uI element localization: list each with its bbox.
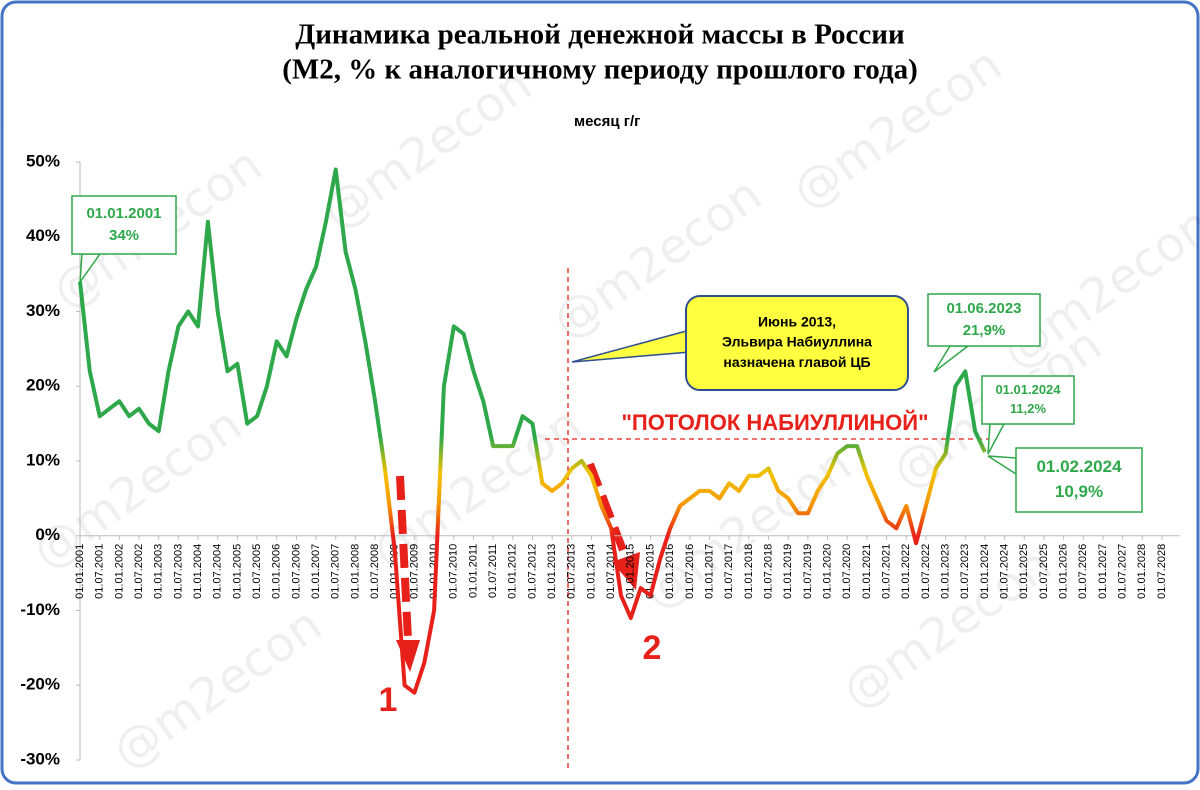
x-tick-label: 01.07.2028 bbox=[1156, 544, 1168, 599]
x-tick-label: 01.01.2002 bbox=[113, 544, 125, 599]
x-tick-label: 01.01.2026 bbox=[1058, 544, 1070, 599]
x-tick-label: 01.01.2019 bbox=[782, 544, 794, 599]
x-tick-label: 01.01.2017 bbox=[703, 544, 715, 599]
callout-box bbox=[981, 375, 1075, 425]
annotation-text: "ПОТОЛОК НАБИУЛЛИНОЙ" bbox=[621, 410, 928, 435]
x-tick-label: 01.07.2027 bbox=[1117, 544, 1129, 599]
annotation-text: 01.01.2024 bbox=[995, 382, 1061, 397]
arrow bbox=[396, 475, 412, 641]
y-tick-label: -10% bbox=[20, 600, 60, 619]
legend-label: месяц г/г bbox=[574, 113, 640, 130]
chart-title: (М2, % к аналогичному периоду прошлого г… bbox=[282, 54, 918, 86]
x-tick-label: 01.01.2024 bbox=[979, 544, 991, 599]
annotation-text: 11,2% bbox=[1010, 401, 1047, 416]
callout-box bbox=[927, 293, 1041, 347]
x-tick-label: 01.07.2007 bbox=[330, 544, 342, 599]
data-line bbox=[78, 167, 987, 695]
x-tick-label: 01.07.2024 bbox=[999, 544, 1011, 599]
x-tick-label: 01.07.2008 bbox=[369, 544, 381, 599]
x-tick-label: 01.07.2011 bbox=[487, 544, 499, 598]
x-tick-label: 01.01.2015 bbox=[625, 544, 637, 599]
x-tick-label: 01.01.2003 bbox=[153, 544, 165, 599]
x-tick-label: 01.07.2003 bbox=[172, 544, 184, 599]
annotation-text: назначена главой ЦБ bbox=[723, 354, 870, 370]
x-tick-label: 01.07.2005 bbox=[251, 544, 263, 599]
x-tick-label: 01.07.2004 bbox=[212, 544, 224, 599]
annotation-text: 01.02.2024 bbox=[1036, 457, 1122, 476]
x-tick-label: 01.01.2027 bbox=[1097, 544, 1109, 599]
x-tick-label: 01.01.2014 bbox=[585, 544, 597, 599]
x-tick-label: 01.07.2017 bbox=[723, 544, 735, 599]
x-tick-label: 01.01.2016 bbox=[664, 544, 676, 599]
annotation-text: 21,9% bbox=[963, 322, 1006, 339]
x-tick-label: 01.01.2023 bbox=[940, 544, 952, 599]
x-tick-label: 01.01.2001 bbox=[74, 544, 86, 599]
x-tick-label: 01.07.2002 bbox=[133, 544, 145, 599]
x-tick-label: 01.01.2012 bbox=[507, 544, 519, 599]
x-tick-label: 01.07.2013 bbox=[566, 544, 578, 599]
x-tick-label: 01.01.2018 bbox=[743, 544, 755, 599]
arrow bbox=[586, 462, 630, 560]
y-tick-label: -30% bbox=[20, 749, 60, 768]
x-tick-label: 01.01.2011 bbox=[467, 544, 479, 598]
x-tick-label: 01.07.2006 bbox=[290, 544, 302, 599]
callout-box bbox=[71, 195, 177, 255]
x-tick-label: 01.07.2016 bbox=[684, 544, 696, 599]
x-tick-label: 01.01.2006 bbox=[271, 544, 283, 599]
x-tick-label: 01.01.2020 bbox=[821, 544, 833, 599]
y-tick-label: 0% bbox=[35, 525, 60, 544]
x-tick-label: 01.07.2025 bbox=[1038, 544, 1050, 599]
x-tick-label: 01.07.2012 bbox=[526, 544, 538, 599]
chart-title: Динамика реальной денежной массы в Росси… bbox=[295, 19, 904, 51]
annotation-text: 10,9% bbox=[1055, 482, 1103, 501]
annotation-text: 2 bbox=[643, 629, 662, 667]
x-tick-label: 01.07.2010 bbox=[448, 544, 460, 599]
arrow-head bbox=[612, 552, 640, 590]
y-tick-label: 10% bbox=[26, 450, 60, 469]
x-tick-label: 01.01.2022 bbox=[900, 544, 912, 599]
x-tick-label: 01.07.2020 bbox=[841, 544, 853, 599]
x-tick-label: 01.07.2019 bbox=[802, 544, 814, 599]
callout-box bbox=[685, 295, 909, 391]
x-tick-label: 01.01.2004 bbox=[192, 544, 204, 599]
x-tick-label: 01.07.2018 bbox=[762, 544, 774, 599]
annotation-text: Июнь 2013, bbox=[758, 313, 836, 329]
y-tick-label: 40% bbox=[26, 226, 60, 245]
x-tick-label: 01.07.2026 bbox=[1077, 544, 1089, 599]
x-tick-label: 01.01.2008 bbox=[349, 544, 361, 599]
x-tick-label: 01.01.2028 bbox=[1136, 544, 1148, 599]
x-tick-label: 01.01.2005 bbox=[231, 544, 243, 599]
annotation-text: Эльвира Набиуллина bbox=[722, 334, 872, 350]
x-tick-label: 01.01.2013 bbox=[546, 544, 558, 599]
y-tick-label: -20% bbox=[20, 675, 60, 694]
x-tick-label: 01.01.2007 bbox=[310, 544, 322, 599]
y-tick-label: 30% bbox=[26, 301, 60, 320]
x-tick-label: 01.01.2025 bbox=[1018, 544, 1030, 599]
callout-box bbox=[1015, 447, 1143, 513]
annotation-text: 34% bbox=[109, 227, 139, 244]
y-tick-label: 50% bbox=[26, 151, 60, 170]
x-tick-label: 01.07.2021 bbox=[880, 544, 892, 599]
annotation-text: 01.01.2001 bbox=[86, 205, 161, 222]
annotation-text: 01.06.2023 bbox=[946, 300, 1021, 317]
x-tick-label: 01.07.2001 bbox=[94, 544, 106, 599]
annotation-text: 1 bbox=[379, 681, 398, 719]
x-tick-label: 01.07.2009 bbox=[408, 544, 420, 599]
x-tick-label: 01.01.2021 bbox=[861, 544, 873, 599]
y-tick-label: 20% bbox=[26, 376, 60, 395]
x-tick-label: 01.07.2023 bbox=[959, 544, 971, 599]
x-tick-label: 01.07.2022 bbox=[920, 544, 932, 599]
